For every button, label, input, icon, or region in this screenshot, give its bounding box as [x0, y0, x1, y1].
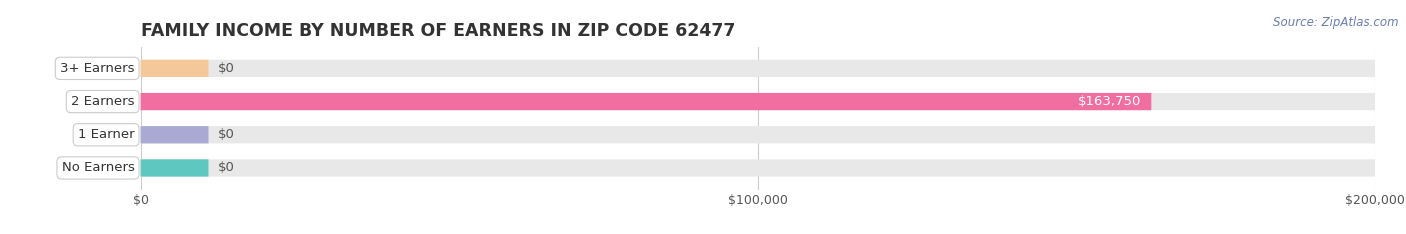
Text: 1 Earner: 1 Earner [77, 128, 135, 141]
FancyBboxPatch shape [141, 159, 208, 177]
Text: No Earners: No Earners [62, 161, 135, 175]
Text: FAMILY INCOME BY NUMBER OF EARNERS IN ZIP CODE 62477: FAMILY INCOME BY NUMBER OF EARNERS IN ZI… [141, 22, 735, 40]
FancyBboxPatch shape [141, 60, 1375, 77]
FancyBboxPatch shape [141, 126, 1375, 143]
FancyBboxPatch shape [141, 93, 1375, 110]
Text: $0: $0 [218, 62, 235, 75]
Text: 3+ Earners: 3+ Earners [60, 62, 135, 75]
Text: $0: $0 [218, 161, 235, 175]
FancyBboxPatch shape [141, 93, 1152, 110]
Text: 2 Earners: 2 Earners [70, 95, 135, 108]
Text: $0: $0 [218, 128, 235, 141]
FancyBboxPatch shape [141, 126, 208, 143]
FancyBboxPatch shape [141, 159, 1375, 177]
Text: $163,750: $163,750 [1078, 95, 1142, 108]
Text: Source: ZipAtlas.com: Source: ZipAtlas.com [1274, 16, 1399, 29]
FancyBboxPatch shape [141, 60, 208, 77]
